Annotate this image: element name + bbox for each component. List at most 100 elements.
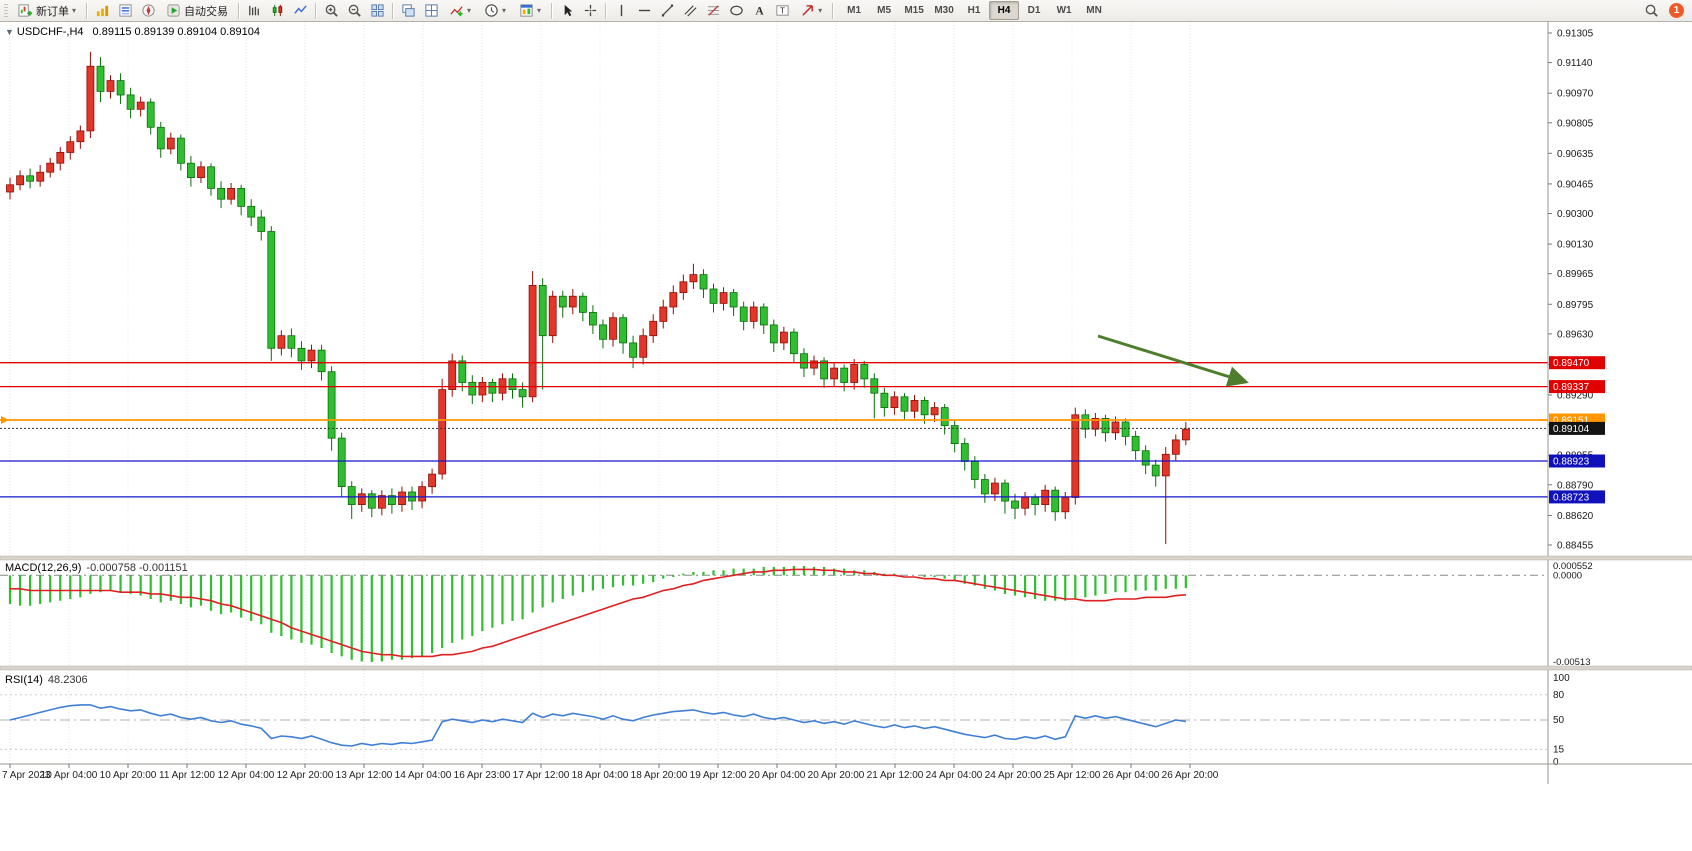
price-tick-label: 0.88455: [1557, 541, 1594, 552]
price-tick-label: 0.90805: [1557, 118, 1594, 129]
new-order-button[interactable]: 新订单 ▾: [12, 1, 82, 20]
periods-button[interactable]: ▾: [478, 1, 512, 20]
macd-axis-label: 0.000552: [1553, 561, 1593, 572]
fibonacci-icon: [707, 5, 719, 16]
zoom-in-button[interactable]: [320, 1, 342, 20]
crosshair-icon: [584, 4, 596, 17]
timeframe-w1-button[interactable]: W1: [1056, 5, 1072, 16]
timeframe-m5-button[interactable]: M5: [877, 5, 892, 16]
time-tick-label: 26 Apr 20:00: [1162, 770, 1219, 781]
panel-divider[interactable]: [0, 555, 1692, 561]
timeframe-m15-button[interactable]: M15: [904, 5, 924, 16]
time-tick-label: 24 Apr 20:00: [985, 770, 1042, 781]
horizontal-line-icon: [638, 9, 650, 12]
horizontal-price-lines[interactable]: [0, 362, 1548, 498]
rsi-axis-label: 50: [1553, 715, 1565, 726]
price-tick-label: 0.89795: [1557, 300, 1594, 311]
price-tick-label: 0.88620: [1557, 511, 1594, 522]
toolbar-separator: [86, 2, 88, 19]
indicators-icon: [450, 6, 463, 17]
main-toolbar: 新订单 ▾ 自动交易: [0, 0, 1692, 22]
cascade-windows-icon: [401, 4, 415, 17]
channel-button[interactable]: [679, 1, 701, 20]
search-button[interactable]: [1640, 1, 1662, 20]
timeframe-h4-button[interactable]: H4: [989, 1, 1020, 20]
time-tick-label: 24 Apr 04:00: [926, 770, 983, 781]
market-watch-button[interactable]: [91, 1, 113, 20]
indicators-button[interactable]: ▾: [443, 1, 477, 20]
price-axis: 0.91305 0.91140 0.90970 0.90805 0.90635 0.904…: [1547, 22, 1605, 784]
rsi-label: RSI(14) 48.2306: [5, 674, 88, 686]
toolbar-grip[interactable]: [4, 3, 8, 18]
timeframe-m1-button[interactable]: M1: [847, 5, 862, 16]
trendline-button[interactable]: [656, 1, 678, 20]
templates-icon: [520, 4, 533, 17]
price-tick-label: 0.88790: [1557, 480, 1594, 491]
arrange-windows-icon: [424, 4, 438, 17]
data-window-icon: [118, 4, 132, 17]
label-icon: T: [775, 5, 789, 16]
rsi-axis-label: 80: [1553, 690, 1565, 701]
rsi-axis-label: 15: [1553, 744, 1565, 755]
timeframe-m30-button[interactable]: M30: [934, 5, 954, 16]
panel-divider[interactable]: [0, 665, 1692, 671]
text-button[interactable]: A: [748, 1, 770, 20]
macd-label: MACD(12,26,9) -0.000758 -0.001151: [5, 562, 188, 574]
price-tick-label: 0.91140: [1557, 58, 1593, 69]
cursor-icon: [564, 4, 572, 17]
price-tick-label: 0.90635: [1557, 149, 1594, 160]
fibonacci-button[interactable]: [702, 1, 724, 20]
tile-windows-button[interactable]: [366, 1, 388, 20]
zoom-out-button[interactable]: [343, 1, 365, 20]
cascade-windows-button[interactable]: [397, 1, 419, 20]
price-badge-label: 0.88723: [1553, 492, 1590, 503]
navigator-button[interactable]: [137, 1, 159, 20]
annotation-arrow[interactable]: [1097, 334, 1249, 387]
trendline-icon: [661, 4, 673, 17]
line-chart-button[interactable]: [289, 1, 311, 20]
autotrading-button[interactable]: 自动交易: [160, 1, 234, 20]
channel-icon: [684, 5, 697, 17]
chart-header: ▼ USDCHF-,H4 0.89115 0.89139 0.89104 0.891…: [5, 26, 260, 38]
time-tick-label: 7 Apr 2023: [2, 770, 51, 781]
collapse-arrow-icon[interactable]: ▼: [5, 27, 14, 37]
autotrading-icon: [167, 4, 180, 17]
time-tick-label: 26 Apr 04:00: [1103, 770, 1160, 781]
horizontal-line-button[interactable]: [633, 1, 655, 20]
toolbar-separator: [315, 2, 317, 19]
price-badge-label: 0.89151: [1553, 416, 1590, 427]
notification-badge[interactable]: 1: [1669, 3, 1684, 18]
vertical-line-button[interactable]: [610, 1, 632, 20]
time-tick-label: 12 Apr 04:00: [218, 770, 275, 781]
price-badge-label: 0.89470: [1553, 358, 1590, 369]
price-badge: [1549, 421, 1605, 435]
crosshair-button[interactable]: [579, 1, 601, 20]
symbol-period-label: USDCHF-,H4: [16, 26, 84, 38]
time-tick-label: 14 Apr 04:00: [395, 770, 452, 781]
timeframe-d1-button[interactable]: D1: [1027, 5, 1041, 16]
shapes-icon: [729, 5, 743, 16]
shapes-button[interactable]: [725, 1, 747, 20]
price-badge-label: 0.89337: [1553, 382, 1590, 393]
time-tick-label: 18 Apr 04:00: [572, 770, 629, 781]
arrange-windows-button[interactable]: [420, 1, 442, 20]
price-tick-label: 0.89630: [1557, 329, 1594, 340]
data-window-button[interactable]: [114, 1, 136, 20]
candles-layer: [6, 51, 1190, 545]
search-icon: [1645, 4, 1658, 17]
candlestick-chart-button[interactable]: [266, 1, 288, 20]
bar-chart-button[interactable]: [243, 1, 265, 20]
timeframe-h1-button[interactable]: H1: [967, 5, 981, 16]
timeframe-mn-button[interactable]: MN: [1086, 5, 1102, 16]
price-badge: [1549, 380, 1605, 394]
arrows-button[interactable]: ▾: [794, 1, 828, 20]
price-badge: [1549, 356, 1605, 370]
cursor-button[interactable]: [556, 1, 578, 20]
toolbar-separator: [551, 2, 553, 19]
templates-button[interactable]: ▾: [513, 1, 547, 20]
zoom-in-icon: [325, 4, 338, 17]
ohlc-values: 0.89115 0.89139 0.89104 0.89104: [92, 26, 260, 38]
arrows-icon: [802, 5, 813, 16]
text-label-button[interactable]: T: [771, 1, 793, 20]
